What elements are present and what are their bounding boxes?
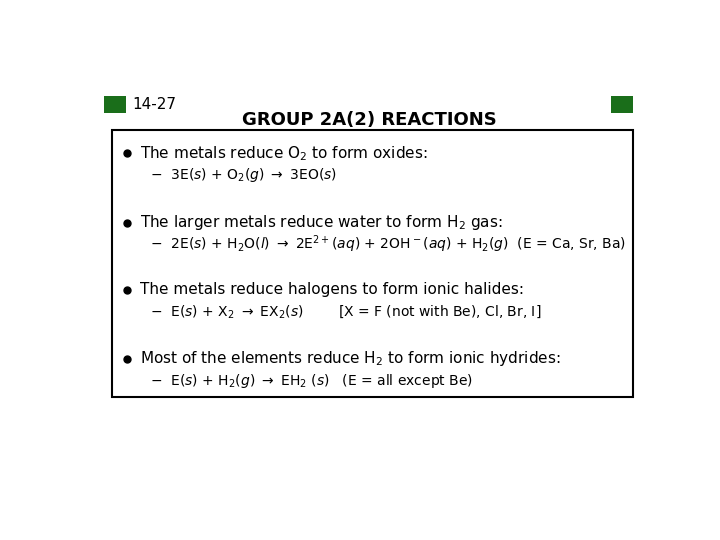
Bar bbox=[104, 96, 126, 112]
Bar bbox=[112, 130, 632, 397]
Text: Family Portrait: Family Portrait bbox=[534, 11, 674, 29]
Text: The metals reduce halogens to form ionic halides:: The metals reduce halogens to form ionic… bbox=[140, 282, 524, 297]
Bar bbox=[611, 96, 632, 112]
Text: $-$  2E($s$) + H$_2$O($l$) $\rightarrow$ 2E$^{2+}$($\it{aq}$) + 2OH$^-$($\it{aq}: $-$ 2E($s$) + H$_2$O($l$) $\rightarrow$ … bbox=[150, 233, 626, 255]
Text: GROUP 2A(2) REACTIONS: GROUP 2A(2) REACTIONS bbox=[242, 111, 496, 129]
Text: $-$  E($s$) + X$_2$ $\rightarrow$ EX$_2$($s$)        [X = F (not with Be), Cl, B: $-$ E($s$) + X$_2$ $\rightarrow$ EX$_2$(… bbox=[150, 303, 542, 320]
Text: The larger metals reduce water to form H$_2$ gas:: The larger metals reduce water to form H… bbox=[140, 213, 503, 232]
Text: $-$  3E($s$) + O$_2$($g$) $\rightarrow$ 3EO($s$): $-$ 3E($s$) + O$_2$($g$) $\rightarrow$ 3… bbox=[150, 166, 338, 184]
Text: The metals reduce O$_2$ to form oxides:: The metals reduce O$_2$ to form oxides: bbox=[140, 144, 428, 163]
Text: $-$  E($s$) + H$_2$($g$) $\rightarrow$ EH$_2$ ($s$)   (E = all except Be): $-$ E($s$) + H$_2$($g$) $\rightarrow$ EH… bbox=[150, 372, 474, 389]
Text: 14-27: 14-27 bbox=[132, 97, 176, 112]
Text: Most of the elements reduce H$_2$ to form ionic hydrides:: Most of the elements reduce H$_2$ to for… bbox=[140, 349, 561, 368]
